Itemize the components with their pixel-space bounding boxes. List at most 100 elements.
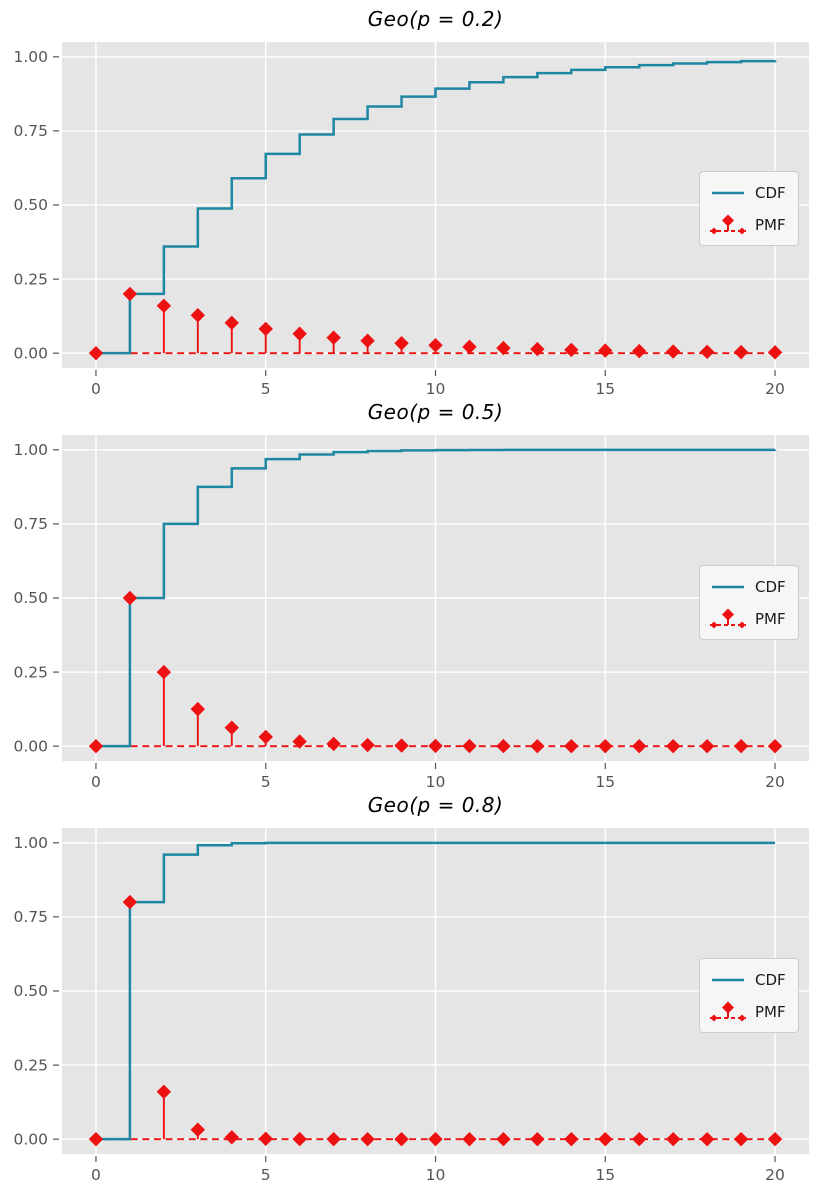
y-tick-label: 0.75 [13, 515, 48, 533]
pmf-diamond-marker [632, 738, 647, 754]
pmf-diamond-marker [767, 1131, 783, 1147]
y-tick-label: 0.50 [13, 589, 48, 607]
pmf-diamond-marker [767, 738, 783, 754]
pmf-diamond-marker [394, 1131, 409, 1147]
legend-row-pmf: PMF [710, 998, 788, 1026]
pmf-diamond-marker [122, 590, 138, 606]
y-tick-label: 0.00 [13, 737, 48, 755]
pmf-diamond-marker [258, 1131, 273, 1147]
legend-row-cdf: CDF [710, 573, 788, 601]
x-tick-label: 0 [91, 380, 101, 398]
tick-marks [53, 842, 776, 1162]
pmf-diamond-marker [530, 738, 545, 754]
pmf-diamond-marker [428, 738, 443, 754]
subplot-1: 0 5 10 15 20 0.00 0.25 0.50 0.75 1.00 [13, 42, 809, 398]
cdf-step-line [95, 448, 777, 748]
pmf-diamond-marker [122, 894, 138, 910]
cdf-line-icon [712, 585, 744, 589]
pmf-diamond-marker [292, 1131, 307, 1147]
x-tick-label: 15 [595, 1166, 615, 1184]
subplot-3: 0 5 10 15 20 0.00 0.25 0.50 0.75 1.00 [13, 828, 809, 1184]
y-tick-label: 0.25 [13, 663, 48, 681]
x-tick-label: 20 [765, 773, 785, 791]
pmf-diamond-marker [428, 338, 443, 353]
pmf-diamond-marker [428, 1131, 443, 1147]
subplot-1-title: Geo(p = 0.2) [367, 7, 504, 31]
pmf-diamond-marker [258, 729, 273, 745]
pmf-diamond-marker [156, 664, 172, 680]
pmf-diamond-marker [564, 738, 579, 754]
pmf-diamond-marker [258, 321, 273, 337]
pmf-diamond-marker [665, 344, 681, 359]
y-tick-label: 1.00 [13, 834, 48, 852]
x-tick-label: 15 [595, 773, 615, 791]
y-tick-label: 0.50 [13, 982, 48, 1000]
x-tick-label: 5 [261, 1166, 271, 1184]
pmf-diamond-marker [665, 738, 681, 754]
tick-labels: 0 5 10 15 20 0.00 0.25 0.50 0.75 1.00 [13, 441, 784, 791]
cdf-step-line [95, 841, 776, 1141]
pmf-diamond-marker [360, 1131, 375, 1147]
pmf-diamond-marker [496, 1131, 511, 1147]
subplot-2: 0 5 10 15 20 0.00 0.25 0.50 0.75 1.00 [13, 435, 809, 791]
pmf-diamond-marker [598, 1131, 613, 1147]
cdf-step-line [95, 59, 777, 355]
pmf-diamond-marker [530, 1131, 545, 1147]
y-tick-label: 0.00 [13, 1130, 48, 1148]
pmf-markers [88, 286, 783, 361]
y-tick-label: 0.50 [13, 196, 48, 214]
legend-label-cdf: CDF [755, 577, 786, 596]
pmf-diamond-marker [530, 341, 545, 357]
legend-label-pmf: PMF [755, 1002, 786, 1021]
pmf-diamond-marker [733, 738, 749, 754]
x-tick-label: 15 [595, 380, 615, 398]
pmf-diamond-marker [699, 738, 715, 754]
y-tick-label: 1.00 [13, 441, 48, 459]
pmf-diamond-marker [224, 720, 239, 735]
subplot-3-title: Geo(p = 0.8) [367, 793, 504, 817]
cdf-line-icon [712, 978, 744, 982]
x-tick-label: 20 [765, 380, 785, 398]
subplot-2-title: Geo(p = 0.5) [367, 400, 504, 424]
pmf-diamond-marker [564, 1131, 579, 1147]
tick-labels: 0 5 10 15 20 0.00 0.25 0.50 0.75 1.00 [13, 834, 784, 1184]
pmf-diamond-marker [292, 734, 307, 749]
pmf-diamond-marker [665, 1131, 681, 1147]
y-tick-label: 0.25 [13, 270, 48, 288]
pmf-stem-icon [710, 608, 746, 629]
y-tick-label: 0.25 [13, 1056, 48, 1074]
pmf-markers [88, 590, 783, 754]
tick-marks [53, 449, 776, 769]
x-tick-label: 5 [261, 380, 271, 398]
pmf-diamond-marker [564, 342, 579, 358]
pmf-diamond-marker [462, 1131, 477, 1147]
y-tick-label: 0.75 [13, 122, 48, 140]
pmf-diamond-marker [394, 738, 409, 753]
pmf-diamond-marker [360, 333, 375, 348]
pmf-diamond-marker [767, 345, 783, 360]
pmf-diamond-marker [394, 336, 409, 351]
legend-row-cdf: CDF [710, 966, 788, 994]
pmf-diamond-marker [122, 286, 138, 302]
pmf-diamond-marker [326, 736, 341, 752]
pmf-diamond-marker [190, 1122, 206, 1137]
legend-row-cdf: CDF [710, 179, 788, 207]
pmf-diamond-marker [733, 1131, 749, 1147]
legend-label-cdf: CDF [755, 183, 786, 202]
y-tick-label: 0.75 [13, 908, 48, 926]
subplot-1-legend: CDF PMF [699, 171, 799, 246]
pmf-diamond-marker [632, 343, 647, 359]
pmf-diamond-marker [190, 701, 206, 717]
pmf-diamond-marker [292, 326, 307, 341]
x-tick-label: 10 [426, 1166, 446, 1184]
pmf-diamond-marker [496, 738, 511, 754]
pmf-diamond-marker [496, 340, 511, 356]
subplot-3-legend: CDF PMF [699, 958, 799, 1033]
pmf-diamond-marker [632, 1131, 647, 1147]
tick-marks [53, 56, 776, 376]
legend-label-pmf: PMF [755, 609, 786, 628]
x-tick-label: 10 [426, 380, 446, 398]
legend-label-pmf: PMF [755, 215, 786, 234]
